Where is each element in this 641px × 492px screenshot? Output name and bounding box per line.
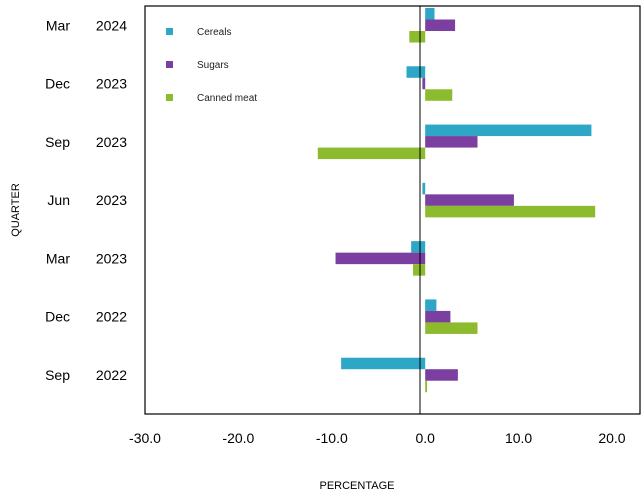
x-tick-label: 20.0 [598, 430, 625, 446]
y-tick-month: Mar [46, 250, 70, 266]
y-tick-layer: Mar 2024 Dec 2023 Sep 2023 Jun 2023 Mar 2023 Dec 20… [45, 17, 127, 383]
x-tick-label: -30.0 [129, 430, 161, 446]
y-tick-month: Jun [47, 192, 70, 208]
bar-canned-meat-sep-2023 [317, 147, 426, 160]
legend-swatch-canned-meat [166, 94, 173, 101]
plot-area-frame [144, 5, 641, 415]
y-tick-month: Sep [45, 367, 70, 383]
legend-swatch-sugars [166, 61, 173, 68]
x-tick-label: -20.0 [222, 430, 254, 446]
x-tick-label: 0.0 [415, 430, 435, 446]
legend: Cereals Sugars Canned meat [166, 27, 257, 104]
bar-sugars-dec-2022 [425, 310, 451, 323]
legend-label-canned-meat: Canned meat [197, 93, 257, 104]
legend-label-cereals: Cereals [197, 27, 231, 38]
bar-cereals-mar-2023 [411, 241, 426, 253]
y-tick-year: 2023 [96, 250, 127, 266]
legend-label-sugars: Sugars [197, 60, 229, 71]
bar-sugars-dec-2023 [422, 77, 426, 90]
bar-cereals-sep-2022 [341, 357, 426, 370]
bar-cereals-jun-2023 [422, 182, 426, 195]
bar-sugars-sep-2022 [425, 369, 458, 381]
bars-layer [317, 8, 596, 393]
y-axis-title: QUARTER [10, 183, 22, 237]
bar-cereals-dec-2022 [425, 299, 437, 311]
x-axis-title: PERCENTAGE [320, 480, 395, 492]
bar-canned-meat-jun-2023 [425, 205, 596, 218]
bar-sugars-mar-2024 [425, 19, 456, 31]
x-tick-label: 10.0 [505, 430, 532, 446]
y-tick-year: 2023 [96, 76, 127, 92]
bar-canned-meat-dec-2022 [425, 322, 478, 334]
legend-swatch-cereals [166, 28, 173, 35]
x-tick-label: -10.0 [316, 430, 348, 446]
y-tick-year: 2022 [96, 309, 127, 325]
bar-canned-meat-mar-2024 [409, 31, 426, 43]
y-tick-year: 2023 [96, 192, 127, 208]
bar-canned-meat-sep-2022 [425, 380, 428, 393]
bar-canned-meat-mar-2023 [413, 264, 426, 276]
bar-cereals-sep-2023 [425, 124, 592, 137]
y-tick-month: Sep [45, 134, 70, 150]
x-tick-layer: -30.0 -20.0 -10.0 0.0 10.0 20.0 [129, 430, 626, 446]
bar-cereals-dec-2023 [406, 66, 426, 78]
bar-cereals-mar-2024 [425, 8, 435, 20]
bar-sugars-jun-2023 [425, 194, 514, 206]
bar-canned-meat-dec-2023 [425, 89, 453, 101]
bar-sugars-sep-2023 [425, 136, 478, 148]
y-tick-month: Mar [46, 17, 70, 33]
y-tick-year: 2024 [96, 17, 127, 33]
bar-sugars-mar-2023 [335, 252, 426, 265]
y-tick-month: Dec [45, 76, 70, 92]
y-tick-year: 2023 [96, 134, 127, 150]
y-tick-year: 2022 [96, 367, 127, 383]
y-tick-month: Dec [45, 309, 70, 325]
